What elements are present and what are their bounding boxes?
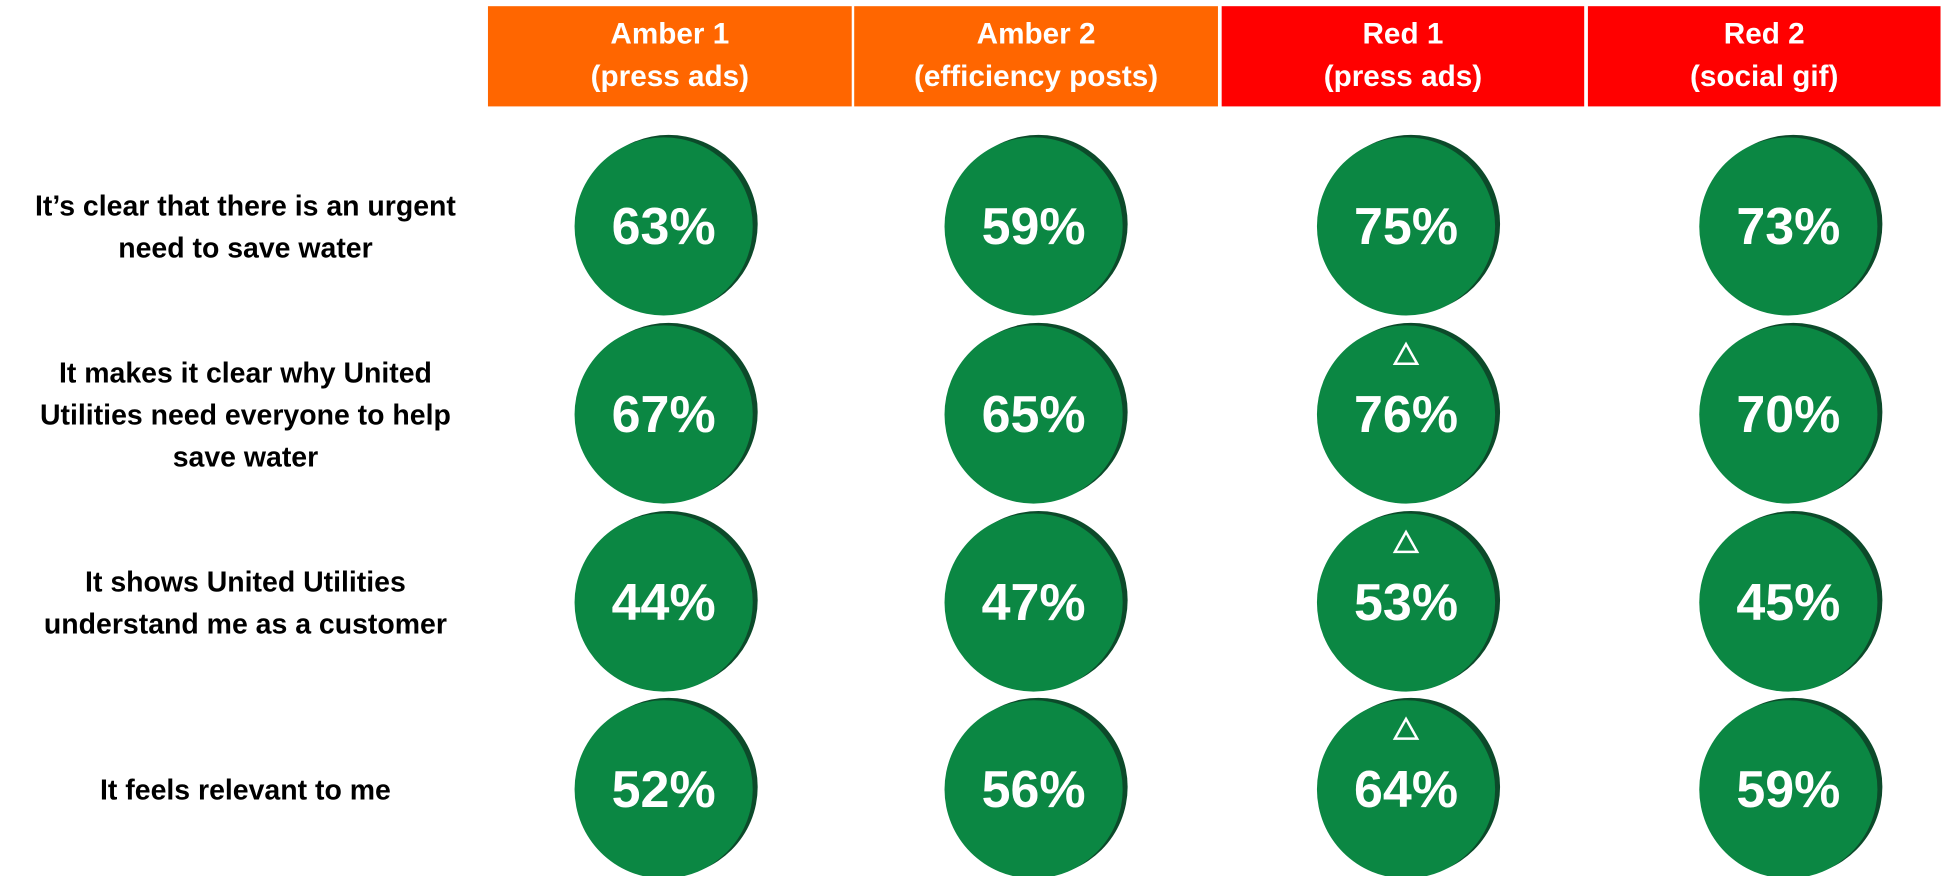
cell-value: 44% <box>612 574 716 632</box>
cell-value: 76% <box>1354 386 1458 444</box>
cell-value: 70% <box>1736 386 1840 444</box>
column-header-text: (press ads) <box>591 60 749 93</box>
circle <box>1699 513 1878 692</box>
cell-value: 53% <box>1354 574 1458 632</box>
column-header-text: (press ads) <box>1324 60 1482 93</box>
column-header-text: Red 2 <box>1724 18 1805 51</box>
column-header-text: (efficiency posts) <box>914 60 1158 93</box>
cell-value: 45% <box>1736 574 1840 632</box>
significance-marker <box>1392 529 1420 554</box>
column-header <box>1221 6 1585 107</box>
row-label: understand me as a customer <box>44 609 447 641</box>
circle <box>944 513 1123 692</box>
row-label: It shows United Utilities <box>85 567 406 599</box>
column-header-text: (social gif) <box>1690 60 1838 93</box>
circle <box>1699 325 1878 504</box>
cell-value: 59% <box>1736 761 1840 819</box>
column-header-text: Red 1 <box>1363 18 1444 51</box>
cell-value: 56% <box>982 761 1086 819</box>
row-label: It’s clear that there is an urgent <box>35 190 456 222</box>
column-header-text: Amber 1 <box>610 18 729 51</box>
significance-marker <box>1392 716 1420 740</box>
column-header <box>487 6 852 107</box>
row-label: It feels relevant to me <box>100 774 391 806</box>
circle <box>574 137 753 316</box>
significance-marker <box>1392 341 1420 365</box>
circle <box>574 325 753 504</box>
cell-value: 73% <box>1736 198 1840 256</box>
cell-value: 65% <box>982 386 1086 444</box>
circle <box>1316 325 1496 504</box>
cell-value: 67% <box>612 386 716 444</box>
circle <box>1699 137 1878 316</box>
column-header <box>854 6 1218 107</box>
circle <box>574 700 753 876</box>
circle <box>574 513 753 692</box>
row-label: need to save water <box>118 232 372 264</box>
row-label: Utilities need everyone to help <box>40 399 451 431</box>
column-header <box>1587 6 1941 107</box>
cell-value: 63% <box>612 198 716 256</box>
column-header-text: Amber 2 <box>977 18 1096 51</box>
circle <box>1316 513 1496 692</box>
circle <box>1699 700 1878 876</box>
cell-value: 52% <box>612 761 716 819</box>
row-label: save water <box>173 442 318 474</box>
row-label: It makes it clear why United <box>59 357 432 389</box>
circle <box>1316 137 1496 316</box>
circle <box>944 137 1123 316</box>
circle <box>944 700 1123 876</box>
cell-value: 47% <box>982 574 1086 632</box>
circle <box>1316 700 1496 876</box>
circle <box>944 325 1123 504</box>
cell-value: 75% <box>1354 198 1458 256</box>
cell-value: 59% <box>982 198 1086 256</box>
cell-value: 64% <box>1354 761 1458 819</box>
